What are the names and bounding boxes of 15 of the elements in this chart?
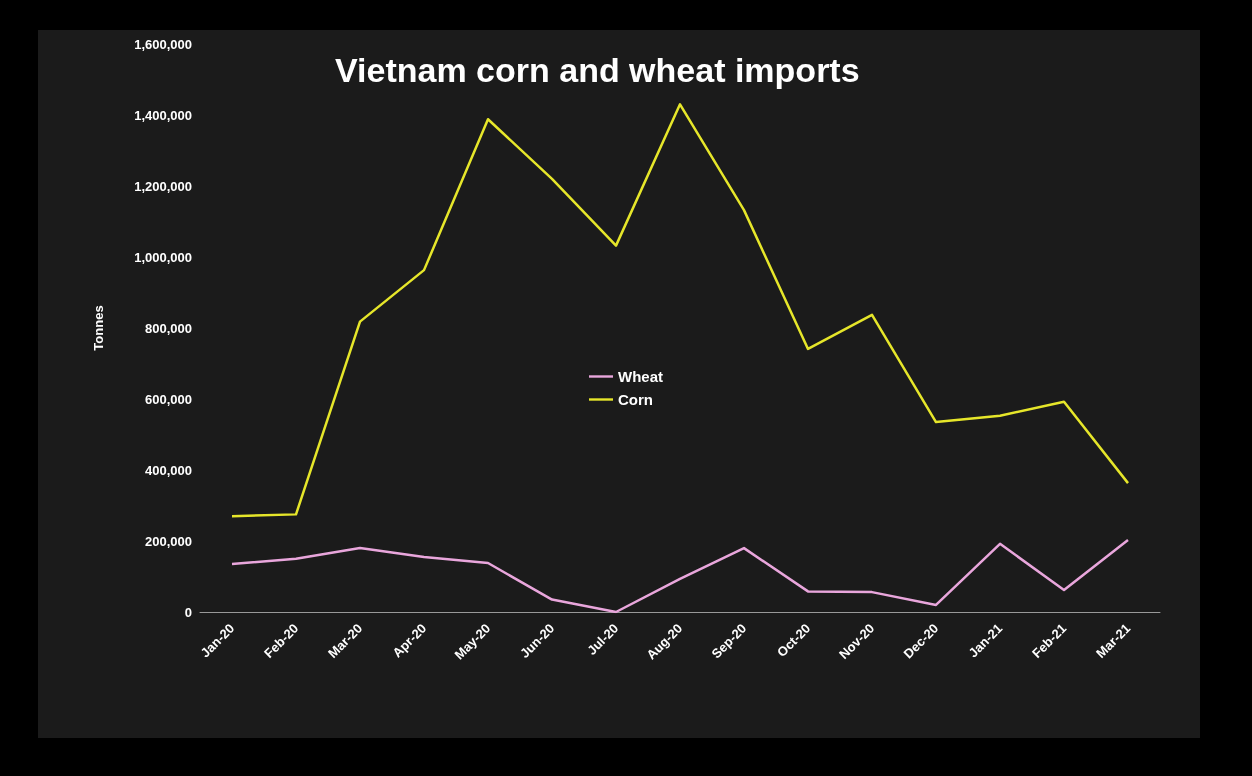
y-tick-label: 1,200,000 <box>134 178 192 194</box>
y-tick-label: 1,000,000 <box>134 249 192 265</box>
y-tick-label: 800,000 <box>145 320 192 336</box>
y-tick-label: 1,400,000 <box>134 107 192 123</box>
y-tick-label: 1,600,000 <box>134 36 192 52</box>
legend-label: Corn <box>618 391 653 408</box>
y-tick-label: 400,000 <box>145 462 192 478</box>
y-axis-title: Tonnes <box>91 305 106 351</box>
y-tick-label: 600,000 <box>145 391 192 407</box>
y-tick-label: 200,000 <box>145 533 192 549</box>
line-series <box>230 103 1130 518</box>
legend-label: Wheat <box>618 368 663 385</box>
line-series <box>230 538 1130 614</box>
chart-title: Vietnam corn and wheat imports <box>335 51 860 89</box>
y-tick-label: 0 <box>184 604 192 620</box>
